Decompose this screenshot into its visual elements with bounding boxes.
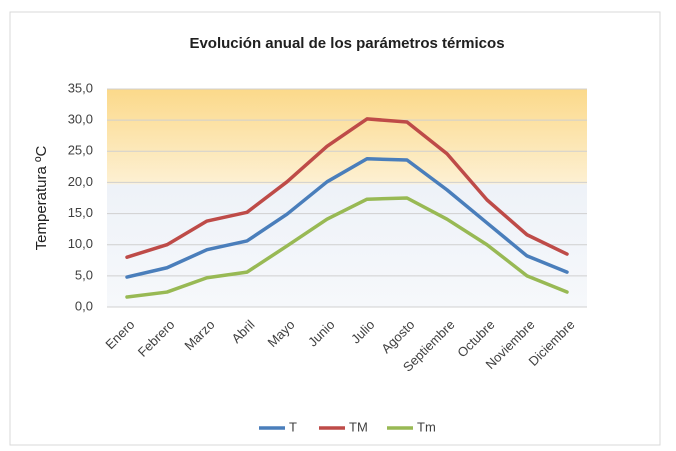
plot-background: [107, 89, 587, 307]
legend-label: TM: [349, 419, 368, 434]
y-tick-label: 0,0: [75, 298, 93, 313]
series-line: [125, 196, 569, 299]
y-tick-label: 35,0: [68, 80, 93, 95]
y-tick-label: 25,0: [68, 143, 93, 158]
series-line: [125, 117, 569, 259]
y-tick-label: 5,0: [75, 267, 93, 282]
series-line: [125, 157, 569, 279]
y-tick-label: 20,0: [68, 174, 93, 189]
chart-title: Evolución anual de los parámetros térmic…: [189, 35, 504, 52]
y-tick-label: 15,0: [68, 205, 93, 220]
legend-label: Tm: [417, 419, 436, 434]
y-tick-label: 30,0: [68, 112, 93, 127]
y-tick-label: 10,0: [68, 236, 93, 251]
legend-label: T: [289, 419, 297, 434]
y-axis-title: Temperatura ºC: [33, 145, 50, 250]
